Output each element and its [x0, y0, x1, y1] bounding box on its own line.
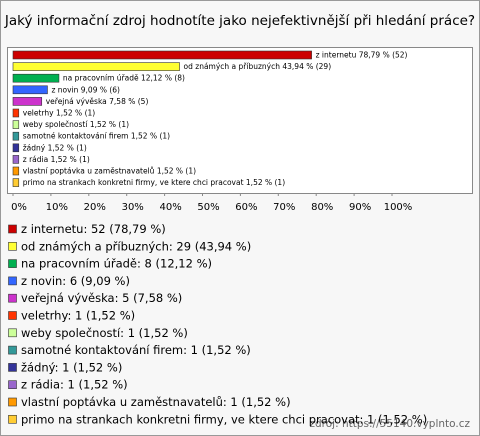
- legend-label: od známých a příbuzných: 29 (43,94 %): [21, 239, 251, 253]
- legend-label: z rádia: 1 (1,52 %): [21, 378, 128, 392]
- legend-label: z novin: 6 (9,09 %): [21, 274, 130, 288]
- x-tick-label: 50%: [197, 202, 219, 213]
- legend-label: veřejná vývěska: 5 (7,58 %): [21, 291, 182, 305]
- x-tick-label: 100%: [384, 202, 413, 213]
- legend-swatch: [8, 363, 17, 372]
- bar-label: primo na strankach konkretni firmy, ve k…: [23, 178, 285, 187]
- legend-label: samotné kontaktování firem: 1 (1,52 %): [21, 343, 251, 357]
- bar-label: z novin 9,09 % (6): [51, 85, 120, 94]
- plot-area: [7, 47, 473, 194]
- legend-label: weby společností: 1 (1,52 %): [21, 326, 188, 340]
- bar: [12, 120, 20, 129]
- bar-label: na pracovním úřadě 12,12 % (8): [63, 74, 185, 83]
- x-tick-label: 70%: [273, 202, 295, 213]
- legend-swatch: [8, 380, 17, 390]
- legend-label: z internetu: 52 (78,79 %): [21, 222, 166, 236]
- bar-label: z internetu 78,79 % (52): [316, 51, 408, 60]
- chart-title: Jaký informační zdroj hodnotíte jako nej…: [4, 13, 475, 29]
- bar: [12, 85, 48, 95]
- bar: [12, 166, 20, 176]
- bar-label: žádný 1,52 % (1): [23, 143, 87, 152]
- legend-swatch: [8, 345, 17, 355]
- x-tick-label: 40%: [159, 202, 181, 213]
- legend-swatch: [8, 414, 17, 424]
- bar-label: z rádia 1,52 % (1): [23, 155, 90, 164]
- legend-swatch: [8, 276, 17, 286]
- bar-label: veřejná vývěska 7,58 % (5): [46, 97, 149, 106]
- bar: [12, 62, 180, 71]
- bar: [12, 178, 20, 187]
- legend-swatch: [8, 328, 17, 338]
- bar: [12, 143, 20, 153]
- legend-label: primo na strankach konkretni firmy, ve k…: [21, 412, 427, 426]
- bar-label: samotné kontaktování firem 1,52 % (1): [23, 132, 170, 141]
- bar-label: weby společností 1,52 % (1): [23, 120, 129, 129]
- legend-label: žádný: 1 (1,52 %): [21, 360, 122, 374]
- x-tick-label: 20%: [84, 202, 106, 213]
- bar: [12, 97, 43, 106]
- legend-swatch: [8, 293, 17, 303]
- legend-label: veletrhy: 1 (1,52 %): [21, 309, 135, 323]
- bar: [12, 73, 60, 83]
- legend-swatch: [8, 397, 17, 407]
- source: zdroj: https://55140.vyplnto.cz: [310, 418, 471, 430]
- legend-swatch: [8, 311, 17, 320]
- bar: [12, 131, 20, 141]
- legend-swatch: [8, 242, 17, 251]
- bar: [12, 155, 20, 164]
- bar: [12, 108, 20, 118]
- legend-swatch: [8, 224, 17, 234]
- x-tick-label: 80%: [311, 202, 333, 213]
- x-tick-label: 60%: [235, 202, 257, 213]
- bar-label: vlastní poptávka u zaměstnavatelů 1,52 %…: [23, 167, 196, 176]
- x-tick-label: 90%: [349, 202, 371, 213]
- bar: [12, 50, 312, 60]
- legend-swatch: [8, 259, 17, 268]
- bar-label: od známých a příbuzných 43,94 % (29): [184, 62, 332, 71]
- legend-label: vlastní poptávka u zaměstnavatelů: 1 (1,…: [21, 395, 291, 409]
- x-tick-label: 0%: [11, 202, 27, 213]
- x-tick-label: 10%: [46, 202, 68, 213]
- bar-label: veletrhy 1,52 % (1): [23, 109, 96, 118]
- x-tick-label: 30%: [122, 202, 144, 213]
- legend-label: na pracovním úřadě: 8 (12,12 %): [21, 257, 212, 271]
